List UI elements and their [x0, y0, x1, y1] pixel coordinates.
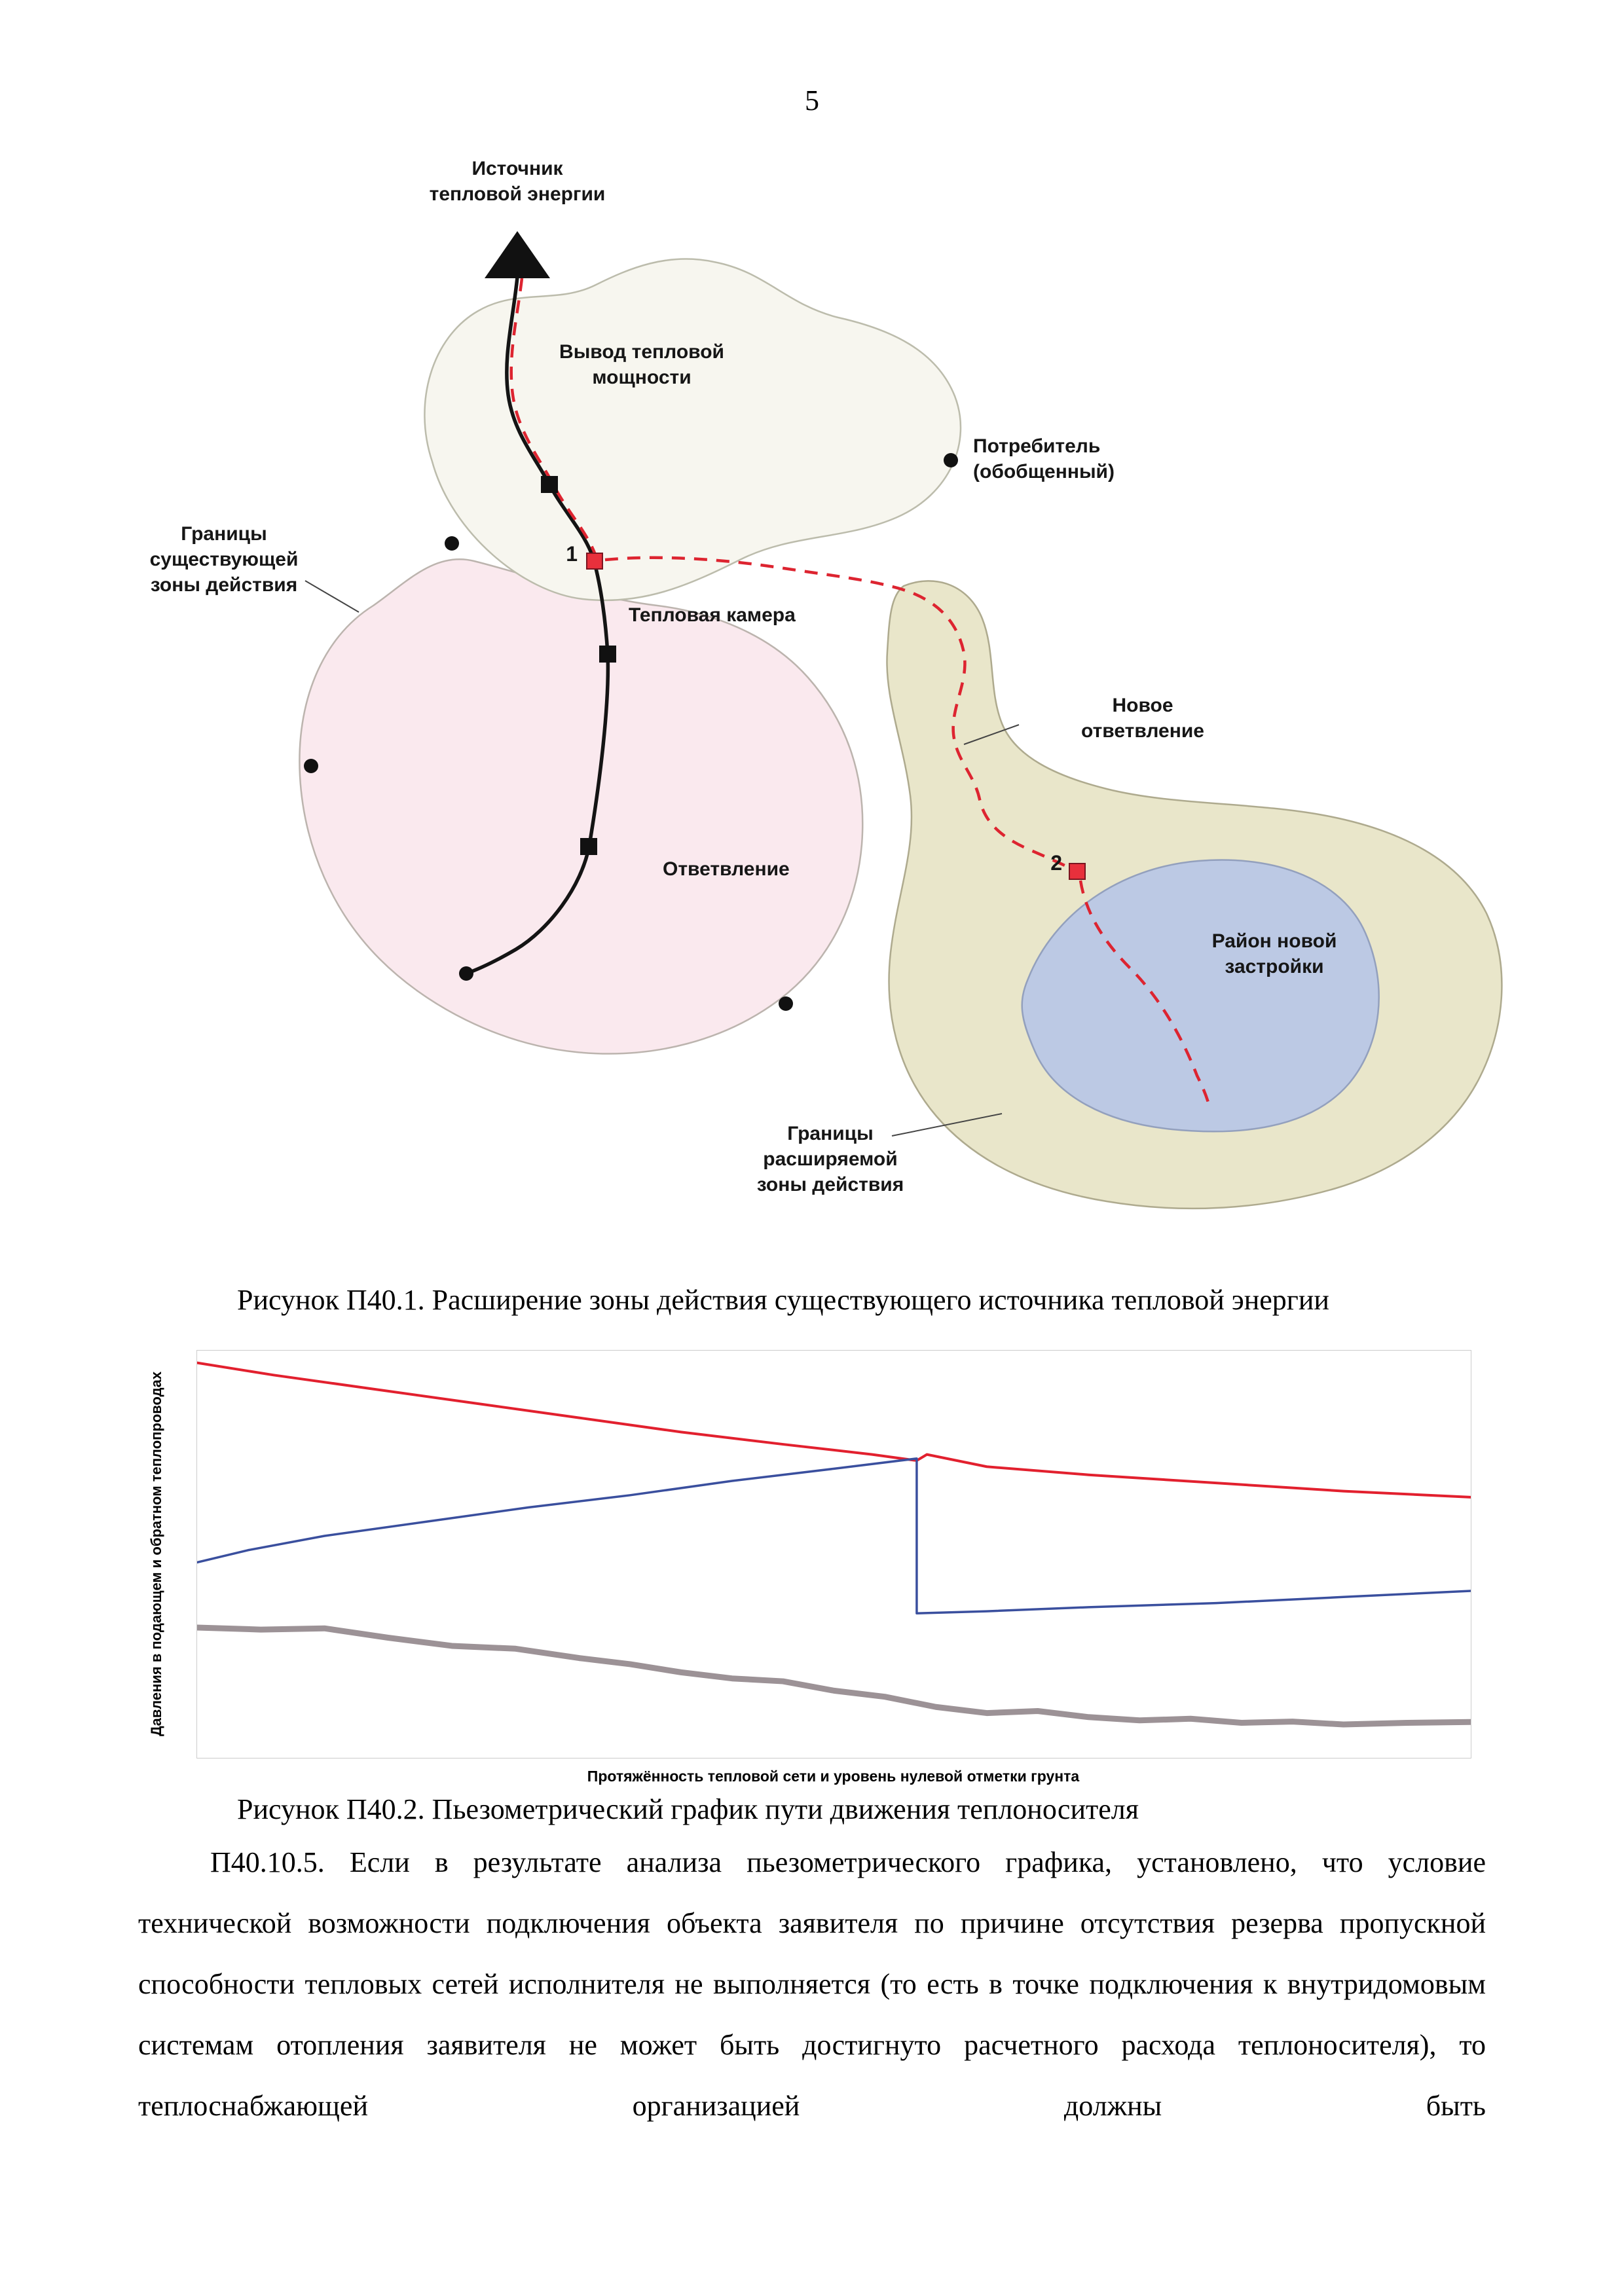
label-node-2: 2: [1050, 851, 1062, 875]
figure2-caption: Рисунок П40.2. Пьезометрический график п…: [237, 1793, 1139, 1825]
existing-zone-pointer-line: [304, 580, 360, 613]
new-district-shape: [1021, 859, 1380, 1133]
series-ground-level: [197, 1628, 1471, 1724]
new-branch-line-middle: [604, 556, 1075, 871]
figure1-caption: Рисунок П40.1. Расширение зоны действия …: [237, 1284, 1329, 1316]
piezometric-chart: [196, 1350, 1471, 1758]
boundary-dot: [779, 996, 793, 1011]
new-branch-line-lower: [1079, 880, 1211, 1105]
body-paragraph: П40.10.5. Если в результате анализа пьез…: [138, 1846, 1486, 2122]
network-node: [541, 476, 558, 493]
label-branch: Ответвление: [663, 858, 790, 880]
label-new-branch: Новое ответвление: [1081, 695, 1204, 742]
label-existing-zone: Границы существующей зоны действия: [149, 523, 299, 596]
chart-x-axis-label: Протяжённость тепловой сети и уровень ну…: [587, 1768, 1080, 1785]
label-expanded-zone: Границы расширяемой зоны действия: [756, 1123, 904, 1195]
heat-chamber-node: [599, 646, 616, 663]
figure-zone-expansion: Источник тепловой энергии Вывод тепловой…: [124, 151, 1506, 1257]
boundary-dot: [944, 453, 958, 467]
label-heat-output: Вывод тепловой мощности: [559, 341, 724, 388]
new-branch-line-upper: [509, 278, 599, 559]
label-new-district: Район новой застройки: [1211, 930, 1337, 977]
connection-point-1: [586, 553, 603, 570]
heat-network-line: [464, 275, 610, 975]
label-heat-source: Источник тепловой энергии: [429, 158, 606, 205]
boundary-dot: [459, 966, 473, 981]
boundary-dot: [304, 759, 318, 773]
piezometric-chart-svg: [197, 1351, 1471, 1758]
heat-source-icon: [485, 231, 550, 278]
chart-y-axis-label: Давления в подающем и обратном теплопров…: [148, 1371, 164, 1736]
boundary-dot: [445, 536, 459, 551]
label-consumer: Потребитель (обобщенный): [973, 435, 1115, 483]
series-supply-pressure: [197, 1363, 1471, 1497]
label-node-1: 1: [566, 542, 578, 566]
zone-expansion-diagram: [299, 231, 1503, 1210]
existing-zone-shape: [299, 558, 864, 1055]
branch-node: [580, 838, 597, 855]
connection-point-2: [1069, 863, 1086, 880]
page-number: 5: [805, 84, 819, 117]
label-heat-chamber: Тепловая камера: [629, 604, 796, 626]
series-return-pressure: [197, 1459, 1471, 1613]
expanded-zone-pointer-line: [891, 1113, 1003, 1137]
new-branch-pointer-line: [963, 724, 1020, 745]
source-zone-shape: [424, 258, 962, 602]
